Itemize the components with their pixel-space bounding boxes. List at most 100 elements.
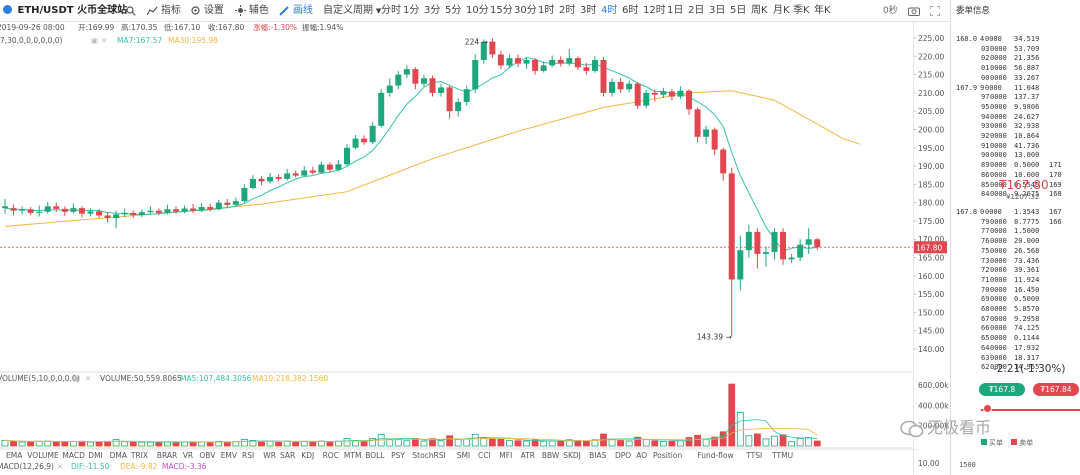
asks-row[interactable]: 90 0000 13.000 (956, 151, 1080, 160)
indicator-tab-fund-flow[interactable]: Fund-flow (697, 451, 734, 460)
bids-row[interactable]: 73 0000 73.436 (956, 257, 1080, 266)
period-tab-18[interactable]: 月K (773, 5, 790, 16)
kline-chart[interactable]: 225.00 220.00 215.00 210.00 205.00 200.00 195.… (0, 0, 950, 475)
period-tab-4[interactable]: 10分 (466, 5, 489, 16)
depth-slider[interactable] (981, 409, 1080, 411)
period-tab-20[interactable]: 年K (814, 5, 831, 16)
search-icon[interactable] (126, 0, 136, 21)
indicator-tab-position[interactable]: Position (653, 451, 683, 460)
period-tab-15[interactable]: 3日 (709, 5, 726, 16)
period-tab-5[interactable]: 15分 (490, 5, 513, 16)
asks-row[interactable]: 94 0000 24.627 (956, 113, 1080, 122)
indicator-button[interactable]: 指标 (146, 0, 181, 21)
indicator-tab-macd[interactable]: MACD (62, 451, 85, 460)
indicator-tab-kdj[interactable]: KDJ (301, 451, 315, 460)
asks-row[interactable]: 02 0000 21.356 (956, 54, 1080, 63)
bids-row[interactable]: 66 0000 74.125 (956, 324, 1080, 333)
indicator-tab-bbw[interactable]: BBW (541, 451, 560, 460)
asks-row[interactable]: 89 0000 0.5000 171 (956, 161, 1080, 170)
bids-row[interactable]: 71 0000 11.924 (956, 276, 1080, 285)
indicator-tab-vr[interactable]: VR (182, 451, 194, 460)
bids-row[interactable]: 77 0000 1.5000 (956, 227, 1080, 236)
asks-row[interactable]: 95 0000 9.9806 (956, 103, 1080, 112)
period-tab-2[interactable]: 3分 (424, 5, 441, 16)
bids-row[interactable]: 69 0000 0.5000 (956, 295, 1080, 304)
asks-row[interactable]: 93 0000 32.938 (956, 122, 1080, 131)
indicator-tab-wr[interactable]: WR (263, 451, 276, 460)
asks-row[interactable]: 97 0000 137.37 (956, 93, 1080, 102)
bids-row[interactable]: 68 0000 5.8570 (956, 305, 1080, 314)
bids-row[interactable]: 75 0000 26.568 (956, 247, 1080, 256)
bids-row[interactable]: 72 0000 39.361 (956, 266, 1080, 275)
period-tab-19[interactable]: 季K (793, 5, 810, 16)
period-tab-7[interactable]: 1时 (538, 5, 555, 16)
indicator-tab-skdj[interactable]: SKDJ (563, 451, 581, 460)
bids-row[interactable]: 67 0000 9.2958 (956, 315, 1080, 324)
depth-slider-handle[interactable] (983, 404, 992, 413)
indicator-tab-volume[interactable]: VOLUME (27, 451, 59, 460)
period-tab-11[interactable]: 6时 (622, 5, 639, 16)
indicator-tab-cci[interactable]: CCI (478, 451, 491, 460)
buy-price-button[interactable]: ₮167.8 (979, 383, 1025, 396)
indicator-tab-dpo[interactable]: DPO (615, 451, 632, 460)
indicator-tab-rsi[interactable]: RSI (242, 451, 255, 460)
indicator-tab-emv[interactable]: EMV (220, 451, 238, 460)
indicator-tab-roc[interactable]: ROC (322, 451, 339, 460)
asks-row[interactable]: 167.9 9 0000 11.048 (956, 84, 1080, 93)
period-tab-8[interactable]: 2时 (559, 5, 576, 16)
bids-row[interactable]: 62 0000 14.955 (956, 363, 1080, 372)
indicator-tab-ao[interactable]: AO (636, 451, 648, 460)
indicator-tab-ema[interactable]: EMA (6, 451, 23, 460)
indicator-tab-dma[interactable]: DMA (109, 451, 127, 460)
volume-settings-icon[interactable]: ▣ (73, 374, 81, 383)
asks-row[interactable]: 84 0000 9.2675 168 (956, 190, 1080, 199)
symbol-title[interactable]: ETH/USDT 火币全球站 (3, 0, 127, 21)
period-tab-17[interactable]: 周K (751, 5, 768, 16)
indicator-tab-brar[interactable]: BRAR (156, 451, 178, 460)
asks-row[interactable]: 92 0000 10.864 (956, 132, 1080, 141)
bids-row[interactable]: 64 0000 17.932 (956, 344, 1080, 353)
color-button[interactable]: 辅色 (235, 0, 269, 21)
period-tab-0[interactable]: 分时 (381, 5, 401, 16)
bids-row[interactable]: 70 0000 16.450 (956, 286, 1080, 295)
asks-row[interactable]: 00 0000 33.267 (956, 74, 1080, 83)
indicator-tab-smi[interactable]: SMI (456, 451, 471, 460)
asks-row[interactable]: 91 0000 41.736 (956, 142, 1080, 151)
indicator-tab-atr[interactable]: ATR (520, 451, 535, 460)
ma-settings-icon[interactable]: ▣ (91, 36, 99, 45)
bids-row[interactable]: 63 0000 18.317 (956, 354, 1080, 363)
indicator-tab-mtm[interactable]: MTM (343, 451, 362, 460)
indicator-tab-dmi[interactable]: DMI (88, 451, 103, 460)
period-tab-3[interactable]: 5分 (445, 5, 462, 16)
period-tab-1[interactable]: 1分 (403, 5, 420, 16)
asks-row[interactable]: 03 0000 53.709 (956, 45, 1080, 54)
indicator-tab-trix[interactable]: TRIX (130, 451, 149, 460)
bids-row[interactable]: 76 0000 20.000 (956, 237, 1080, 246)
indicator-tab-ttmu[interactable]: TTMU (772, 451, 794, 460)
custom-period-dropdown[interactable]: 自定义周期 ▼ (323, 0, 381, 21)
asks-row[interactable]: 168.0 4 0000 34.519 (956, 35, 1080, 44)
indicator-tab-ttsi[interactable]: TTSI (746, 451, 763, 460)
bids-row[interactable]: 167.8 0 0000 1.3543 167 (956, 208, 1080, 217)
macd-close-icon[interactable]: ✕ (57, 462, 64, 471)
settings-button[interactable]: 设置 (190, 0, 224, 21)
camera-icon[interactable] (908, 0, 920, 21)
indicator-tab-sar[interactable]: SAR (280, 451, 296, 460)
indicator-tab-mfi[interactable]: MFI (499, 451, 513, 460)
indicator-tab-boll[interactable]: BOLL (365, 451, 385, 460)
period-tab-13[interactable]: 1日 (667, 5, 684, 16)
bids-row[interactable]: 65 0000 0.1144 (956, 334, 1080, 343)
asks-row[interactable]: 86 0000 10.000 170 (956, 171, 1080, 180)
period-tab-14[interactable]: 2日 (688, 5, 705, 16)
asks-row[interactable]: 85 0000 0.5545 169 (956, 181, 1080, 190)
indicator-tab-stochrsi[interactable]: StochRSI (412, 451, 446, 460)
period-tab-9[interactable]: 3时 (580, 5, 597, 16)
period-tab-10[interactable]: 4时 (601, 5, 618, 16)
volume-close-icon[interactable]: ✕ (85, 374, 92, 383)
ma-close-icon[interactable]: ✕ (101, 36, 108, 45)
indicator-tab-psy[interactable]: PSY (391, 451, 405, 460)
bids-row[interactable]: 79 0000 8.7775 166 (956, 218, 1080, 227)
draw-button[interactable]: 画线 (279, 0, 313, 21)
asks-row[interactable]: 01 0000 56.887 (956, 64, 1080, 73)
period-tab-16[interactable]: 5日 (730, 5, 747, 16)
